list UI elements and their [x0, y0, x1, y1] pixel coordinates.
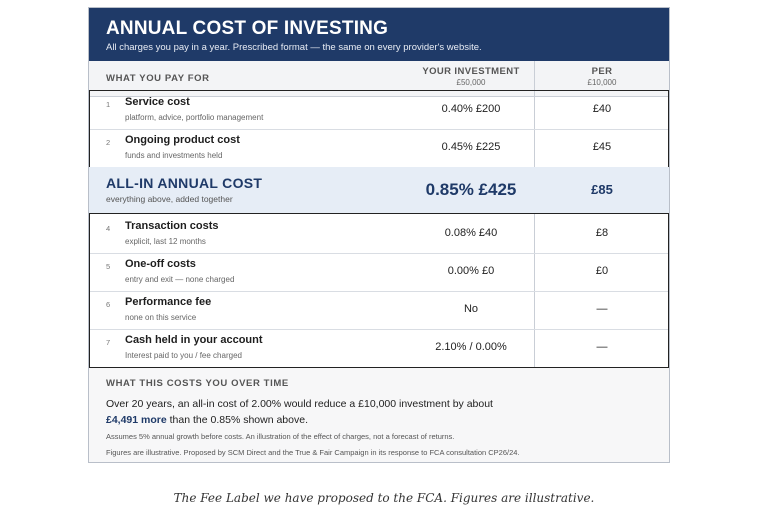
bottom-cost-box: [89, 213, 669, 368]
all-in-name: ALL-IN ANNUAL COST: [106, 175, 263, 191]
row-description: explicit, last 12 months: [125, 237, 206, 246]
row-number: 6: [106, 300, 111, 309]
column-investment: YOUR INVESTMENT £50,000: [399, 66, 543, 87]
row-name: Service cost: [125, 96, 190, 108]
all-in-description: everything above, added together: [106, 194, 233, 204]
row-divider: [89, 329, 669, 330]
row-number: 5: [106, 262, 111, 271]
row-number: 7: [106, 338, 111, 347]
row-name: Performance fee: [125, 296, 212, 308]
top-cost-box: [89, 90, 669, 168]
cost-over-time-text: Over 20 years, an all-in cost of 2.00% w…: [106, 396, 526, 428]
cost-highlight: £4,491 more: [106, 414, 167, 426]
row-investment-value: 0.00% £0: [447, 265, 495, 277]
row-investment-value: 0.45% £225: [441, 141, 501, 153]
all-in-per: £85: [591, 182, 613, 197]
column-per-amount: £10,000: [587, 78, 617, 87]
column-what: WHAT YOU PAY FOR: [106, 73, 210, 84]
row-description: entry and exit — none charged: [125, 275, 235, 284]
row-name: Ongoing product cost: [125, 134, 240, 146]
row-per-value: £40: [592, 103, 612, 115]
row-per-value: —: [596, 303, 608, 315]
row-description: funds and investments held: [125, 151, 223, 160]
cost-text-after: than the 0.85% shown above.: [169, 414, 308, 426]
row-investment-value: 0.08% £40: [444, 227, 498, 239]
table-row: 1 Service cost platform, advice, portfol…: [89, 91, 669, 129]
row-divider: [89, 129, 669, 130]
row-name: One-off costs: [125, 258, 196, 270]
row-number: 4: [106, 224, 111, 233]
row-investment-value: 0.40% £200: [441, 103, 501, 115]
column-per: PER £10,000: [535, 66, 669, 87]
column-investment-amount: £50,000: [456, 78, 486, 87]
row-description: Interest paid to you / fee charged: [125, 351, 242, 360]
table-row: 6 Performance fee none on this service N…: [89, 291, 669, 329]
table-row: 2 Ongoing product cost funds and investm…: [89, 129, 669, 167]
column-divider: [534, 213, 535, 368]
row-divider: [89, 253, 669, 254]
fee-label: ANNUAL COST OF INVESTING All charges you…: [88, 7, 670, 463]
row-investment-value: No: [463, 303, 479, 315]
column-headers: WHAT YOU PAY FOR YOUR INVESTMENT £50,000…: [89, 61, 669, 97]
cost-text-before: Over 20 years, an all-in cost of 2.00% w…: [106, 398, 493, 410]
row-per-value: —: [596, 341, 608, 353]
column-per-label: PER: [591, 66, 613, 77]
table-row: 4 Transaction costs explicit, last 12 mo…: [89, 215, 669, 253]
row-per-value: £8: [595, 227, 609, 239]
row-divider: [89, 291, 669, 292]
row-description: platform, advice, portfolio management: [125, 113, 264, 122]
table-row: 5 One-off costs entry and exit — none ch…: [89, 253, 669, 291]
label-title: ANNUAL COST OF INVESTING: [106, 18, 389, 39]
row-number: 2: [106, 138, 111, 147]
label-header: ANNUAL COST OF INVESTING All charges you…: [89, 8, 669, 61]
column-investment-label: YOUR INVESTMENT: [422, 66, 520, 77]
growth-note: Assumes 5% annual growth before costs. A…: [106, 432, 455, 441]
row-number: 1: [106, 100, 111, 109]
all-in-value: 0.85% £425: [425, 180, 517, 199]
image-caption: The Fee Label we have proposed to the FC…: [173, 491, 595, 505]
all-in-row: ALL-IN ANNUAL COST everything above, add…: [89, 167, 669, 213]
row-per-value: £45: [592, 141, 612, 153]
row-name: Cash held in your account: [125, 334, 263, 346]
row-description: none on this service: [125, 313, 197, 322]
source-note: Figures are illustrative. Proposed by SC…: [106, 448, 520, 457]
row-investment-value: 2.10% / 0.00%: [435, 341, 507, 353]
column-divider: [534, 61, 535, 167]
cost-over-time-heading: WHAT THIS COSTS YOU OVER TIME: [106, 378, 289, 389]
row-per-value: £0: [595, 265, 609, 277]
table-row: 7 Cash held in your account Interest pai…: [89, 329, 669, 367]
label-subtitle: All charges you pay in a year. Prescribe…: [106, 42, 482, 53]
row-name: Transaction costs: [125, 220, 219, 232]
cost-over-time-section: WHAT THIS COSTS YOU OVER TIME Over 20 ye…: [89, 368, 669, 462]
